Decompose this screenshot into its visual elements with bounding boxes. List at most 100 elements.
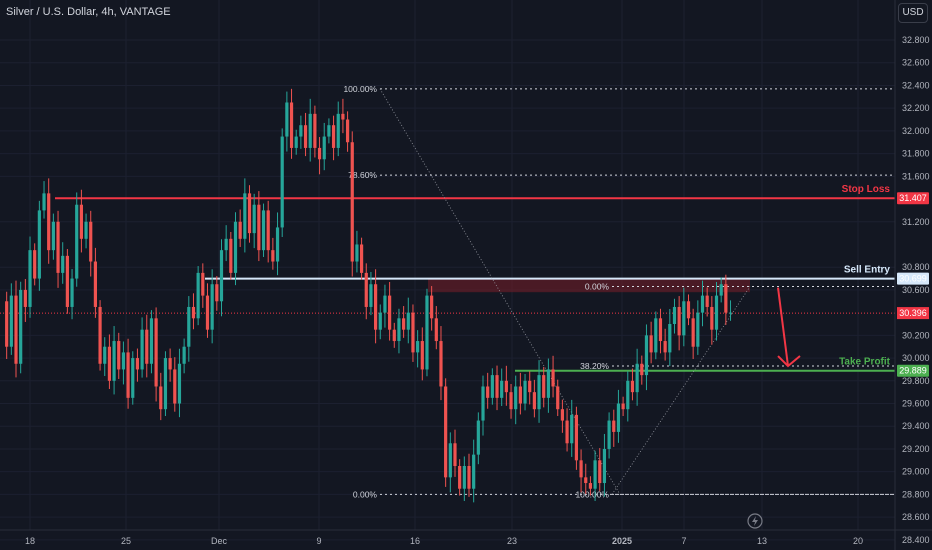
candle-body [33,250,37,279]
price-tag: 30.699 [899,274,927,284]
price-tick: 32.800 [902,35,930,45]
time-tick: 13 [757,536,767,546]
fib-up-label: 0.00% [585,282,610,292]
candle-body [691,318,695,347]
price-tick: 28.600 [902,512,930,522]
candle-body [532,392,536,410]
candle-body [397,318,401,342]
candle-body [551,369,555,387]
candle-body [224,238,228,251]
flash-icon[interactable] [747,513,763,529]
fibonacci-tools: 100.00% 78.60% 0.00% 0.00% 38.20% 100.00% [343,84,895,499]
price-tags: 31.407 30.699 29.889 30.396 [897,192,929,377]
price-tick: 30.000 [902,353,930,363]
candle-body [238,221,242,239]
candle-body [336,113,340,148]
candle-body [19,289,23,364]
candle-body [107,346,112,381]
candle-body [103,346,107,364]
candle-body [560,409,564,421]
candle-body [205,295,210,330]
time-tick: 16 [410,536,420,546]
candle-body [453,443,457,466]
candle-body [289,102,294,148]
candle-body [439,341,443,387]
candle-body [430,295,434,319]
candle-body [191,306,196,319]
time-axis[interactable]: 18 25 Dec 9 16 23 2025 7 13 20 [25,536,863,546]
candle-body [509,392,513,410]
candle-body [313,113,317,148]
candle-body [308,113,312,148]
candle-body [416,341,420,353]
price-tick: 30.200 [902,330,930,340]
candle-body [47,193,51,251]
level-label-2: Sell Entry [844,265,891,276]
candle-body [425,295,429,370]
candle-body [546,369,550,398]
symbol-title[interactable]: Silver / U.S. Dollar, 4h, VANTAGE [6,6,171,18]
candle-body [121,352,126,370]
candle-body [462,466,466,489]
candle-body [654,318,658,353]
fib-up-label: 38.20% [580,361,609,371]
candle-body [154,318,158,387]
candle-body [70,278,74,307]
candle-body [28,250,32,307]
candle-body [187,306,191,347]
candle-body [392,329,396,342]
candle-body [593,460,597,489]
candle-body [574,414,579,461]
candle-body [481,386,485,421]
candle-body [173,369,177,404]
candle-body [682,301,686,336]
candle-body [266,210,270,251]
candle-body [686,301,691,319]
candle-body [644,335,649,376]
candle-body [229,238,233,273]
price-tick: 29.200 [902,444,930,454]
candle-body [486,386,490,398]
candle-body [658,318,663,342]
candle-body [243,193,247,239]
candle-body [518,386,522,404]
candle-body [5,301,9,347]
candle-body [219,250,224,302]
candle-body [528,380,532,393]
candle-body [299,125,303,137]
candle-body [61,255,65,273]
candle-body [588,483,593,489]
candle-body [565,420,569,444]
candle-body [663,341,667,353]
resistance-zone [428,278,750,293]
candle-body [56,221,60,273]
candle-body [598,460,602,484]
arrow-head [777,355,801,368]
candle-body [495,375,499,398]
fib-trendline-down [379,88,621,495]
price-tick: 31.200 [902,217,930,227]
candle-body [98,306,102,364]
candle-body [322,136,326,160]
candle-body [710,306,714,330]
current-price-tag: 30.396 [899,308,927,318]
candle-body [402,318,406,330]
arrow-shaft [777,287,789,367]
fib-trendline-up [611,286,751,495]
candle-body [640,363,644,376]
level-label-3: Take Profit [839,357,891,368]
candle-body [537,375,541,410]
candle-body [112,341,116,381]
candle-body [584,477,588,484]
candle-body [145,329,149,364]
level-label-1: Stop Loss [842,184,891,195]
candle-body [420,341,424,370]
candles [5,88,733,503]
candle-body [9,295,13,347]
candle-body [467,466,471,489]
candle-body [93,261,97,307]
price-axis[interactable]: 32.800 32.600 32.400 32.200 32.000 31.800 31.6… [902,35,930,545]
fib-down-label: 0.00% [353,489,378,499]
currency-button[interactable]: USD [898,3,928,23]
